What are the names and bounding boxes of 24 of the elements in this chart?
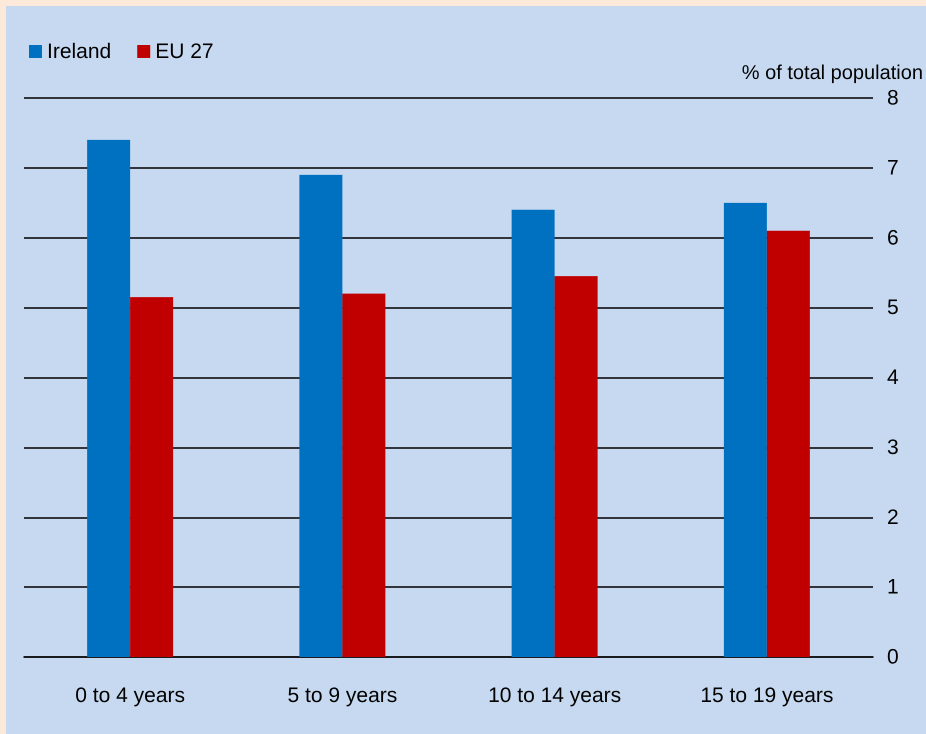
x-tick-label: 15 to 19 years: [700, 684, 834, 707]
y-tick-label: 1: [887, 576, 899, 599]
legend-label: EU 27: [155, 40, 214, 63]
y-tick-label: 8: [887, 86, 899, 110]
bar: [299, 174, 342, 657]
bar: [766, 230, 810, 657]
y-tick-label: 4: [887, 366, 899, 389]
bar: [512, 210, 555, 657]
y-tick-label: 5: [887, 296, 899, 320]
y-tick-label: 6: [887, 226, 899, 250]
x-tick-label: 0 to 4 years: [75, 684, 185, 707]
y-tick-label: 7: [887, 156, 899, 180]
bar: [554, 276, 598, 657]
legend-label: Ireland: [47, 40, 112, 63]
bar: [342, 294, 386, 657]
y-tick-label: 2: [887, 506, 899, 529]
y-axis-title: % of total population: [742, 62, 923, 84]
x-tick-label: 10 to 14 years: [488, 684, 622, 707]
y-tick-label: 3: [887, 436, 899, 459]
y-tick-label: 0: [887, 646, 899, 668]
bar: [130, 297, 174, 657]
x-tick-label: 5 to 9 years: [288, 684, 398, 707]
bar: [87, 140, 130, 657]
bar: [724, 202, 767, 657]
